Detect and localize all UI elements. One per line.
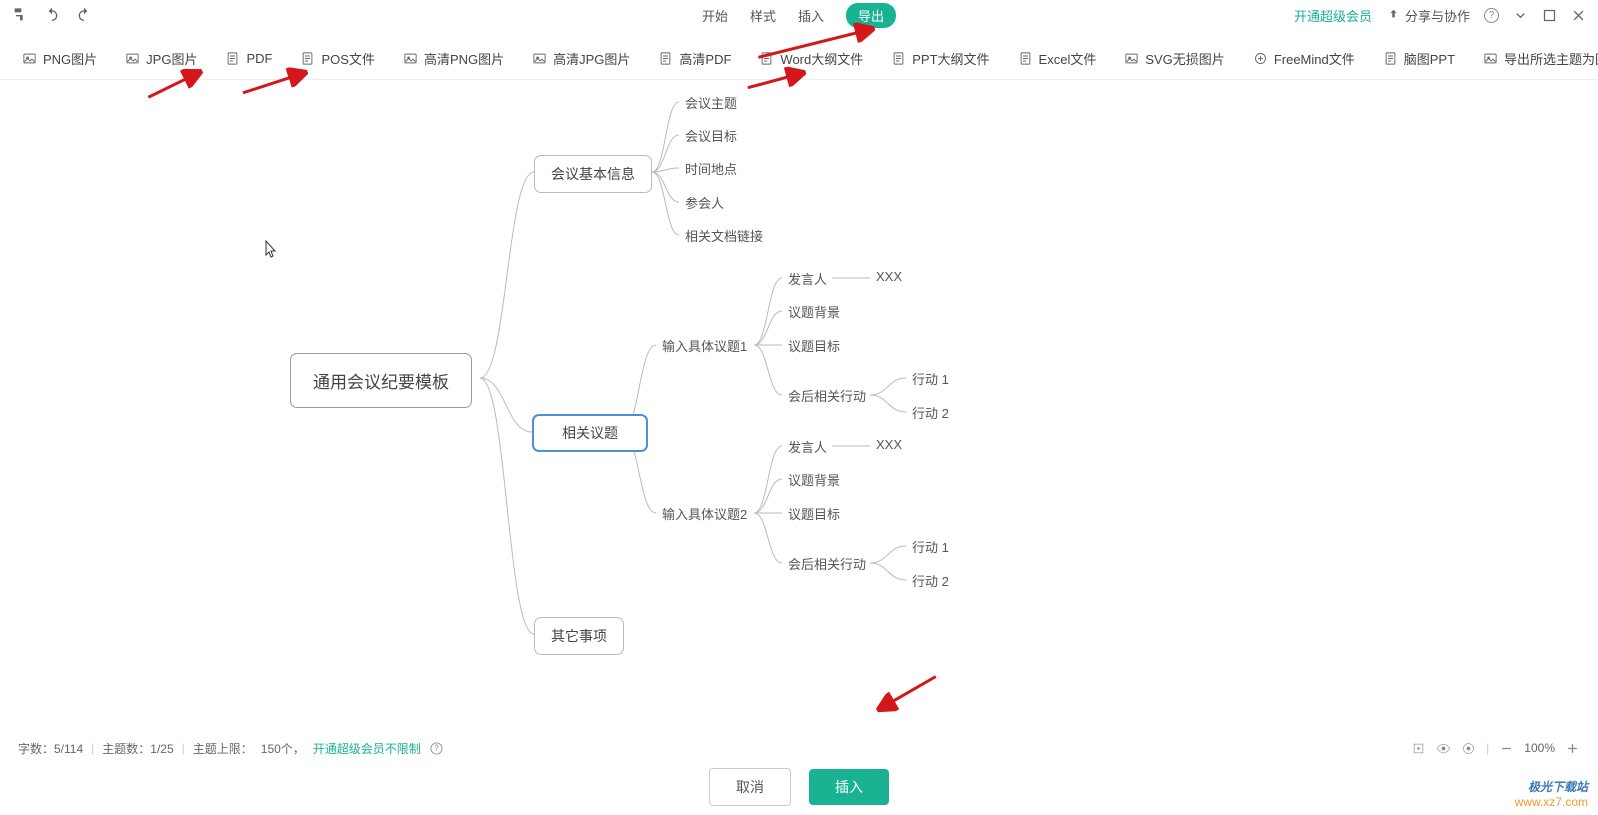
- tab-style[interactable]: 样式: [750, 6, 776, 25]
- share-icon: [1386, 8, 1401, 23]
- mindmap-leaf[interactable]: 发言人: [788, 269, 827, 288]
- mindmap-leaf[interactable]: XXX: [876, 269, 902, 284]
- tab-start[interactable]: 开始: [702, 6, 728, 25]
- zoom-level: 100%: [1524, 741, 1555, 755]
- word-count: 字数：5/114: [18, 740, 83, 757]
- upgrade-link[interactable]: 开通超级会员不限制: [313, 740, 421, 757]
- mindmap-leaf[interactable]: 行动 1: [912, 537, 949, 556]
- topic-limit-value: 150个，: [261, 740, 305, 757]
- export-高清PDF[interactable]: 高清PDF: [658, 49, 731, 68]
- export-Word大纲文件[interactable]: Word大纲文件: [759, 49, 863, 68]
- export-SVG无损图片[interactable]: SVG无损图片: [1124, 49, 1224, 68]
- redo-icon[interactable]: [76, 7, 92, 23]
- mindmap-node[interactable]: 通用会议纪要模板: [290, 353, 472, 408]
- cancel-button[interactable]: 取消: [709, 768, 791, 806]
- mindmap-leaf[interactable]: 行动 1: [912, 369, 949, 388]
- export-高清PNG图片[interactable]: 高清PNG图片: [403, 49, 504, 68]
- mindmap-leaf[interactable]: 行动 2: [912, 571, 949, 590]
- export-FreeMind文件[interactable]: FreeMind文件: [1253, 49, 1355, 68]
- mindmap-leaf[interactable]: 输入具体议题2: [662, 504, 747, 523]
- export-PDF[interactable]: PDF: [225, 51, 272, 66]
- zoom-out-icon[interactable]: [1499, 741, 1514, 756]
- share-button[interactable]: 分享与协作: [1386, 6, 1470, 25]
- footer-actions: 取消 插入: [0, 765, 1598, 809]
- eye-icon[interactable]: [1436, 741, 1451, 756]
- tab-export[interactable]: 导出: [846, 3, 896, 28]
- mindmap-leaf[interactable]: 时间地点: [685, 159, 737, 178]
- top-toolbar: 开始 样式 插入 导出 开通超级会员 分享与协作 ?: [0, 0, 1598, 30]
- toolbar-left: [12, 7, 92, 23]
- mindmap-leaf[interactable]: 会后相关行动: [788, 554, 866, 573]
- mouse-cursor-icon: [265, 240, 279, 260]
- mindmap-node[interactable]: 相关议题: [532, 414, 648, 452]
- topic-count: 主题数：1/25: [102, 740, 173, 757]
- export-PNG图片[interactable]: PNG图片: [22, 49, 97, 68]
- status-right: | 100%: [1411, 741, 1580, 756]
- export-toolbar: PNG图片 JPG图片 PDF POS文件 高清PNG图片 高清JPG图片 高清PDF Wor…: [0, 38, 1598, 80]
- chevron-down-icon[interactable]: [1513, 8, 1528, 23]
- mindmap-leaf[interactable]: 会议目标: [685, 126, 737, 145]
- format-painter-icon[interactable]: [12, 7, 28, 23]
- toolbar-right: 开通超级会员 分享与协作 ?: [1294, 6, 1586, 25]
- vip-link[interactable]: 开通超级会员: [1294, 6, 1372, 25]
- mindmap-leaf[interactable]: 会议主题: [685, 93, 737, 112]
- mindmap-leaf[interactable]: 议题背景: [788, 302, 840, 321]
- zoom-in-icon[interactable]: [1565, 741, 1580, 756]
- target-icon[interactable]: [1461, 741, 1476, 756]
- export-脑图PPT[interactable]: 脑图PPT: [1383, 49, 1455, 68]
- locate-icon[interactable]: [1411, 741, 1426, 756]
- mindmap-leaf[interactable]: XXX: [876, 437, 902, 452]
- export-高清JPG图片[interactable]: 高清JPG图片: [532, 49, 630, 68]
- mindmap-leaf[interactable]: 议题背景: [788, 470, 840, 489]
- main-tabs: 开始 样式 插入 导出: [702, 3, 896, 28]
- export-JPG图片[interactable]: JPG图片: [125, 49, 197, 68]
- close-icon[interactable]: [1571, 8, 1586, 23]
- export-PPT大纲文件[interactable]: PPT大纲文件: [891, 49, 989, 68]
- maximize-icon[interactable]: [1542, 8, 1557, 23]
- topic-limit-label: 主题上限：: [193, 740, 253, 757]
- mindmap-leaf[interactable]: 发言人: [788, 437, 827, 456]
- insert-button[interactable]: 插入: [809, 769, 889, 805]
- mindmap-node[interactable]: 会议基本信息: [534, 155, 652, 193]
- mindmap-leaf[interactable]: 会后相关行动: [788, 386, 866, 405]
- help-icon[interactable]: ?: [1484, 8, 1499, 23]
- export-导出所选主题为图片[interactable]: 导出所选主题为图片: [1483, 49, 1598, 68]
- limit-help-icon[interactable]: ?: [430, 742, 442, 754]
- mindmap-canvas[interactable]: 通用会议纪要模板会议基本信息会议主题会议目标时间地点参会人相关文档链接相关议题输…: [0, 80, 1598, 710]
- export-Excel文件[interactable]: Excel文件: [1018, 49, 1097, 68]
- mindmap-node[interactable]: 其它事项: [534, 617, 624, 655]
- export-POS文件[interactable]: POS文件: [300, 49, 374, 68]
- mindmap-leaf[interactable]: 相关文档链接: [685, 226, 763, 245]
- mindmap-leaf[interactable]: 行动 2: [912, 403, 949, 422]
- status-bar: 字数：5/114 | 主题数：1/25 | 主题上限： 150个， 开通超级会员…: [0, 733, 1598, 763]
- mindmap-leaf[interactable]: 议题目标: [788, 504, 840, 523]
- undo-icon[interactable]: [44, 7, 60, 23]
- mindmap-leaf[interactable]: 议题目标: [788, 336, 840, 355]
- watermark: 极光下载站 www.xz7.com: [1515, 778, 1588, 809]
- tab-insert[interactable]: 插入: [798, 6, 824, 25]
- mindmap-leaf[interactable]: 参会人: [685, 193, 724, 212]
- mindmap-leaf[interactable]: 输入具体议题1: [662, 336, 747, 355]
